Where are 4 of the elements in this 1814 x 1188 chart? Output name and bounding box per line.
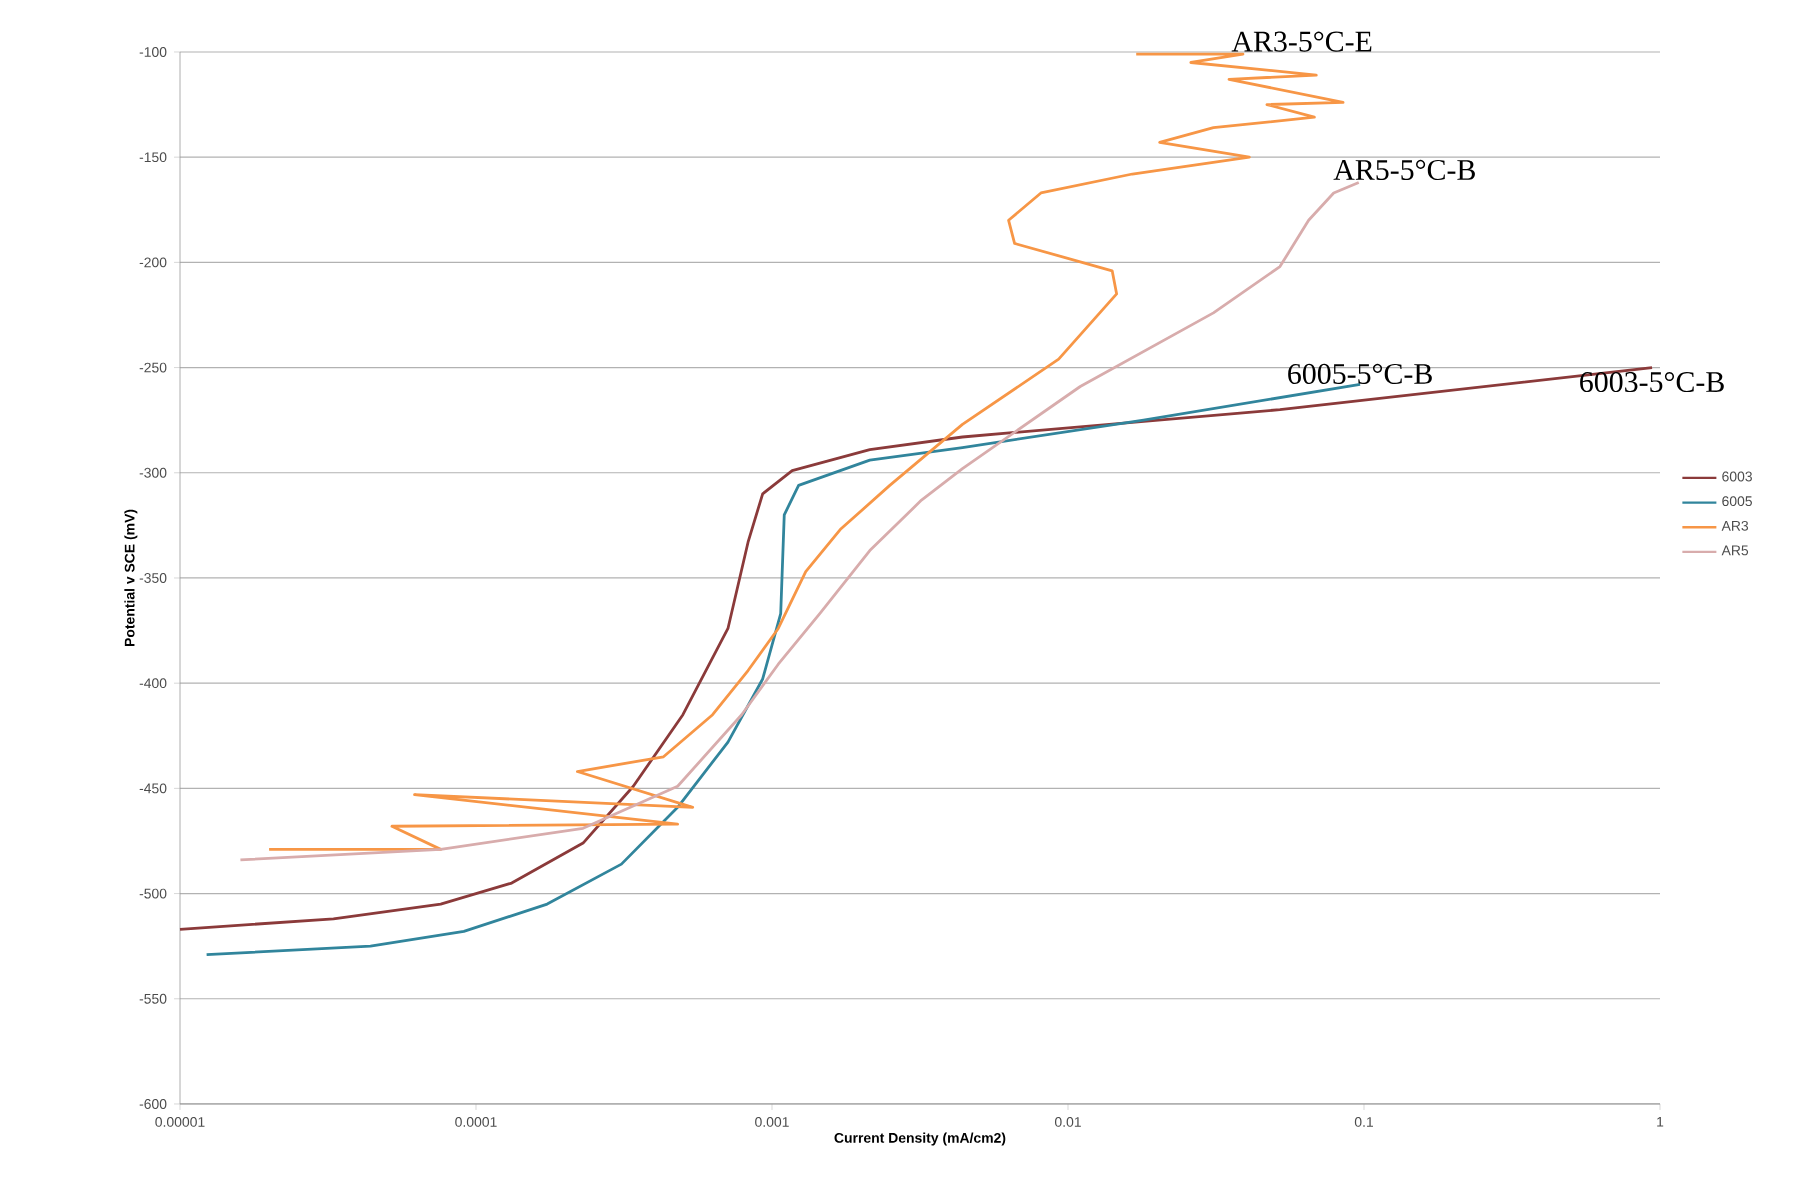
annotation: AR5-5°C-B (1333, 159, 1475, 181)
annotation: AR3-5°C-E (1231, 31, 1372, 52)
annotation: 6005-5°C-B (1288, 363, 1432, 384)
annotation: 6003-5°C-B (1580, 371, 1724, 393)
